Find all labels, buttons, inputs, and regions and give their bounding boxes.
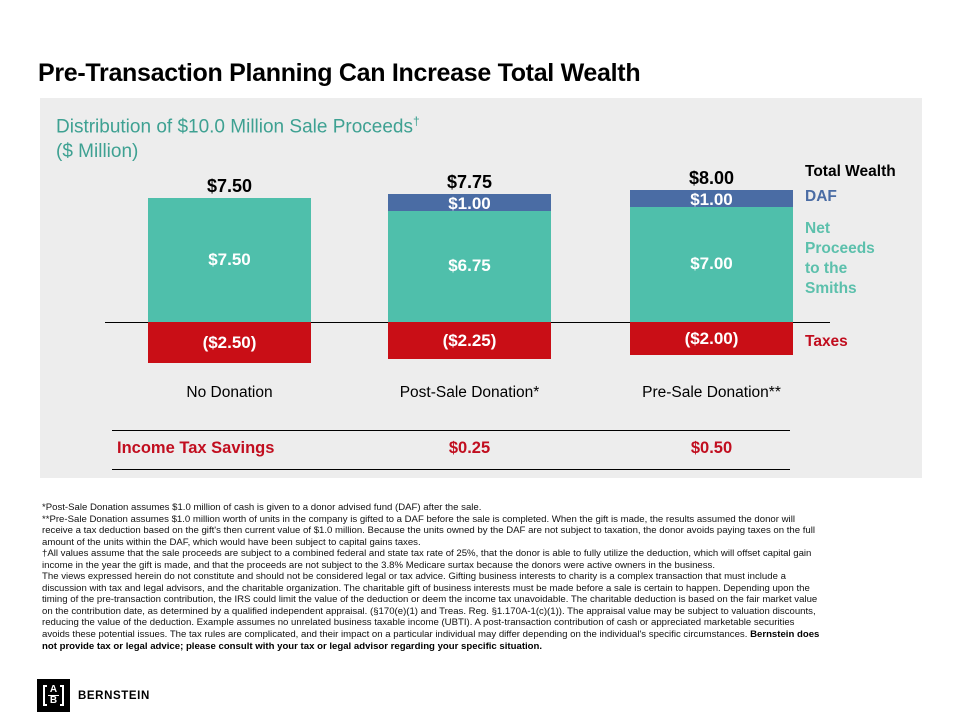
ab-logo-icon: A B — [37, 679, 70, 712]
total-wealth-label: $7.75 — [446, 172, 493, 193]
income-tax-savings-post-sale: $0.25 — [448, 439, 491, 457]
taxes-segment: ($2.25) — [388, 322, 551, 360]
income-row-top-rule — [112, 430, 790, 431]
category-label: No Donation — [186, 384, 273, 401]
logo-letters: A B — [48, 685, 59, 706]
income-tax-savings-label: Income Tax Savings — [117, 439, 275, 457]
logo-left-bracket-icon — [43, 685, 47, 706]
footnotes-bold-disclaimer: Bernstein does not provide tax or legal … — [42, 629, 820, 652]
chart-area: $7.50 $7.50 ($2.50) No Donation $7.75 $1.00 $6… — [40, 98, 922, 478]
logo-letter-b: B — [49, 695, 58, 706]
category-label: Pre-Sale Donation** — [642, 384, 781, 401]
total-wealth-label: $8.00 — [688, 168, 735, 188]
income-row-bottom-rule — [112, 469, 790, 470]
brand-name: BERNSTEIN — [78, 689, 150, 702]
taxes-segment: ($2.00) — [630, 322, 793, 355]
slide-title: Pre-Transaction Planning Can Increase To… — [38, 58, 641, 87]
daf-segment: $1.00 — [388, 194, 551, 213]
daf-segment: $1.00 — [630, 190, 793, 209]
income-tax-savings-pre-sale: $0.50 — [690, 439, 733, 457]
chart-title-text: Distribution of $10.0 Million Sale Proce… — [56, 116, 413, 138]
logo-right-bracket-icon — [60, 685, 64, 706]
bar-column-1: $7.50 $7.50 ($2.50) No Donation — [148, 98, 311, 478]
net-proceeds-segment: $6.75 — [388, 210, 551, 322]
legend-taxes: Taxes — [805, 333, 848, 350]
legend-total-wealth: Total Wealth — [805, 163, 896, 180]
dagger-symbol: † — [412, 114, 420, 128]
net-proceeds-segment: $7.50 — [148, 198, 311, 322]
taxes-segment: ($2.50) — [148, 322, 311, 364]
bar-column-3: $8.00 $1.00 $7.00 ($2.00) Pre-Sale Donation*… — [630, 98, 793, 478]
total-wealth-label: $7.50 — [206, 176, 253, 197]
bar-column-2: $7.75 $1.00 $6.75 ($2.25) Post-Sale Donation… — [388, 98, 551, 478]
chart-panel: Distribution of $10.0 Million Sale Proce… — [40, 98, 922, 478]
legend-net-proceeds: Net Proceeds to the Smiths — [805, 220, 875, 297]
ab-bernstein-logo: A B BERNSTEIN — [37, 679, 150, 712]
chart-units-label: ($ Million) — [56, 141, 139, 163]
net-proceeds-segment: $7.00 — [630, 206, 793, 322]
category-label: Post-Sale Donation* — [399, 384, 540, 401]
footnotes-regular-text: *Post-Sale Donation assumes $1.0 million… — [42, 502, 818, 641]
legend-daf: DAF — [805, 188, 837, 205]
footnotes: *Post-Sale Donation assumes $1.0 million… — [42, 502, 922, 652]
logo-letter-a: A — [48, 684, 59, 696]
chart-title: Distribution of $10.0 Million Sale Proce… — [56, 109, 420, 164]
